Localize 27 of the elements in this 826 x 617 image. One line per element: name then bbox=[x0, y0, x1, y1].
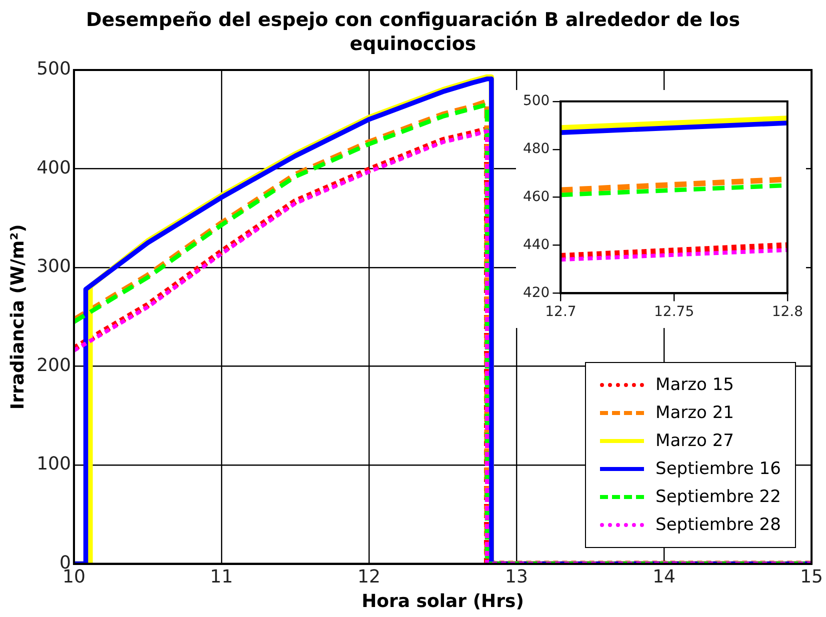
x-tick-label: 12 bbox=[358, 566, 380, 588]
chart-title: Desempeño del espejo con configuaración B alrededor de los equinoccios bbox=[84, 8, 742, 56]
x-tick-label: 13 bbox=[505, 566, 528, 588]
legend-label: Marzo 27 bbox=[656, 430, 734, 451]
x-tick-label: 14 bbox=[652, 566, 676, 588]
y-tick-label: 460 bbox=[522, 188, 550, 205]
y-tick-label: 480 bbox=[522, 140, 550, 157]
x-tick-label: 15 bbox=[800, 566, 823, 588]
legend-label: Marzo 21 bbox=[656, 402, 734, 423]
x-tick-label: 11 bbox=[210, 566, 233, 588]
y-tick-label: 300 bbox=[36, 256, 71, 278]
y-tick-label: 500 bbox=[36, 58, 71, 80]
y-tick-label: 200 bbox=[36, 354, 71, 376]
y-tick-label: 420 bbox=[522, 284, 550, 301]
x-tick-label: 12.7 bbox=[545, 304, 576, 320]
y-tick-label: 500 bbox=[522, 93, 550, 110]
legend-label: Septiembre 28 bbox=[656, 514, 781, 535]
x-axis-title: Hora solar (Hrs) bbox=[362, 590, 524, 612]
y-axis-title: Irradiancia (W/m²) bbox=[7, 224, 28, 410]
y-tick-label: 100 bbox=[36, 454, 71, 475]
legend-label: Septiembre 22 bbox=[656, 486, 781, 507]
y-tick-label: 440 bbox=[522, 236, 550, 253]
x-tick-label: 12.8 bbox=[772, 304, 803, 320]
x-tick-label: 12.75 bbox=[654, 304, 694, 320]
legend-label: Marzo 15 bbox=[656, 374, 734, 395]
legend-label: Septiembre 16 bbox=[656, 458, 781, 479]
y-tick-label: 400 bbox=[36, 157, 71, 178]
